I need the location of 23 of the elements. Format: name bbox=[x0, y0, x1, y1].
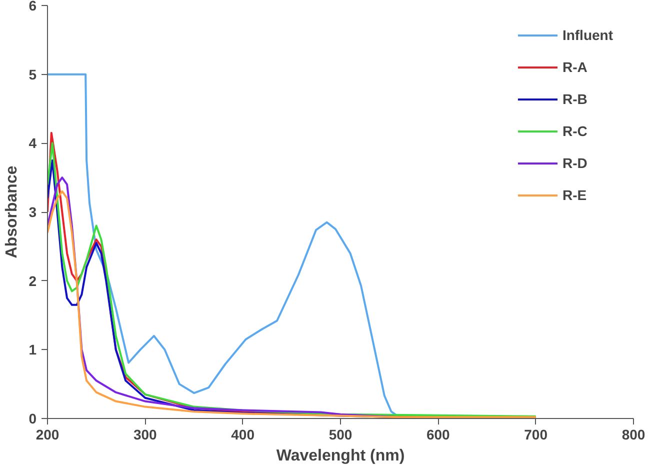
y-axis-title: Absorbance bbox=[4, 166, 21, 258]
x-tick-label: 300 bbox=[133, 426, 158, 442]
line-series bbox=[48, 190, 537, 418]
legend-label: Influent bbox=[562, 27, 613, 43]
y-tick-label: 1 bbox=[28, 342, 37, 358]
x-tick-label: 400 bbox=[231, 426, 255, 442]
y-tick-label: 4 bbox=[28, 135, 37, 152]
legend-label: R-D bbox=[562, 155, 588, 171]
legend-label: R-A bbox=[562, 59, 588, 75]
x-tick-label: 200 bbox=[36, 426, 60, 442]
y-tick-label: 6 bbox=[28, 0, 37, 14]
x-tick-label: 500 bbox=[328, 426, 352, 442]
legend-label: R-C bbox=[562, 123, 588, 139]
x-tick-label: 700 bbox=[524, 426, 548, 442]
legend-label: R-E bbox=[562, 187, 587, 203]
x-tick-label: 800 bbox=[622, 426, 646, 442]
x-axis-title: Wavelenght (nm) bbox=[276, 448, 405, 464]
y-tick-label: 2 bbox=[28, 272, 37, 289]
y-tick-label: 5 bbox=[28, 66, 37, 82]
y-tick-label: 0 bbox=[28, 410, 37, 426]
legend-label: R-B bbox=[562, 91, 588, 107]
x-tick-label: 600 bbox=[426, 426, 450, 442]
y-tick-label: 3 bbox=[28, 204, 37, 220]
